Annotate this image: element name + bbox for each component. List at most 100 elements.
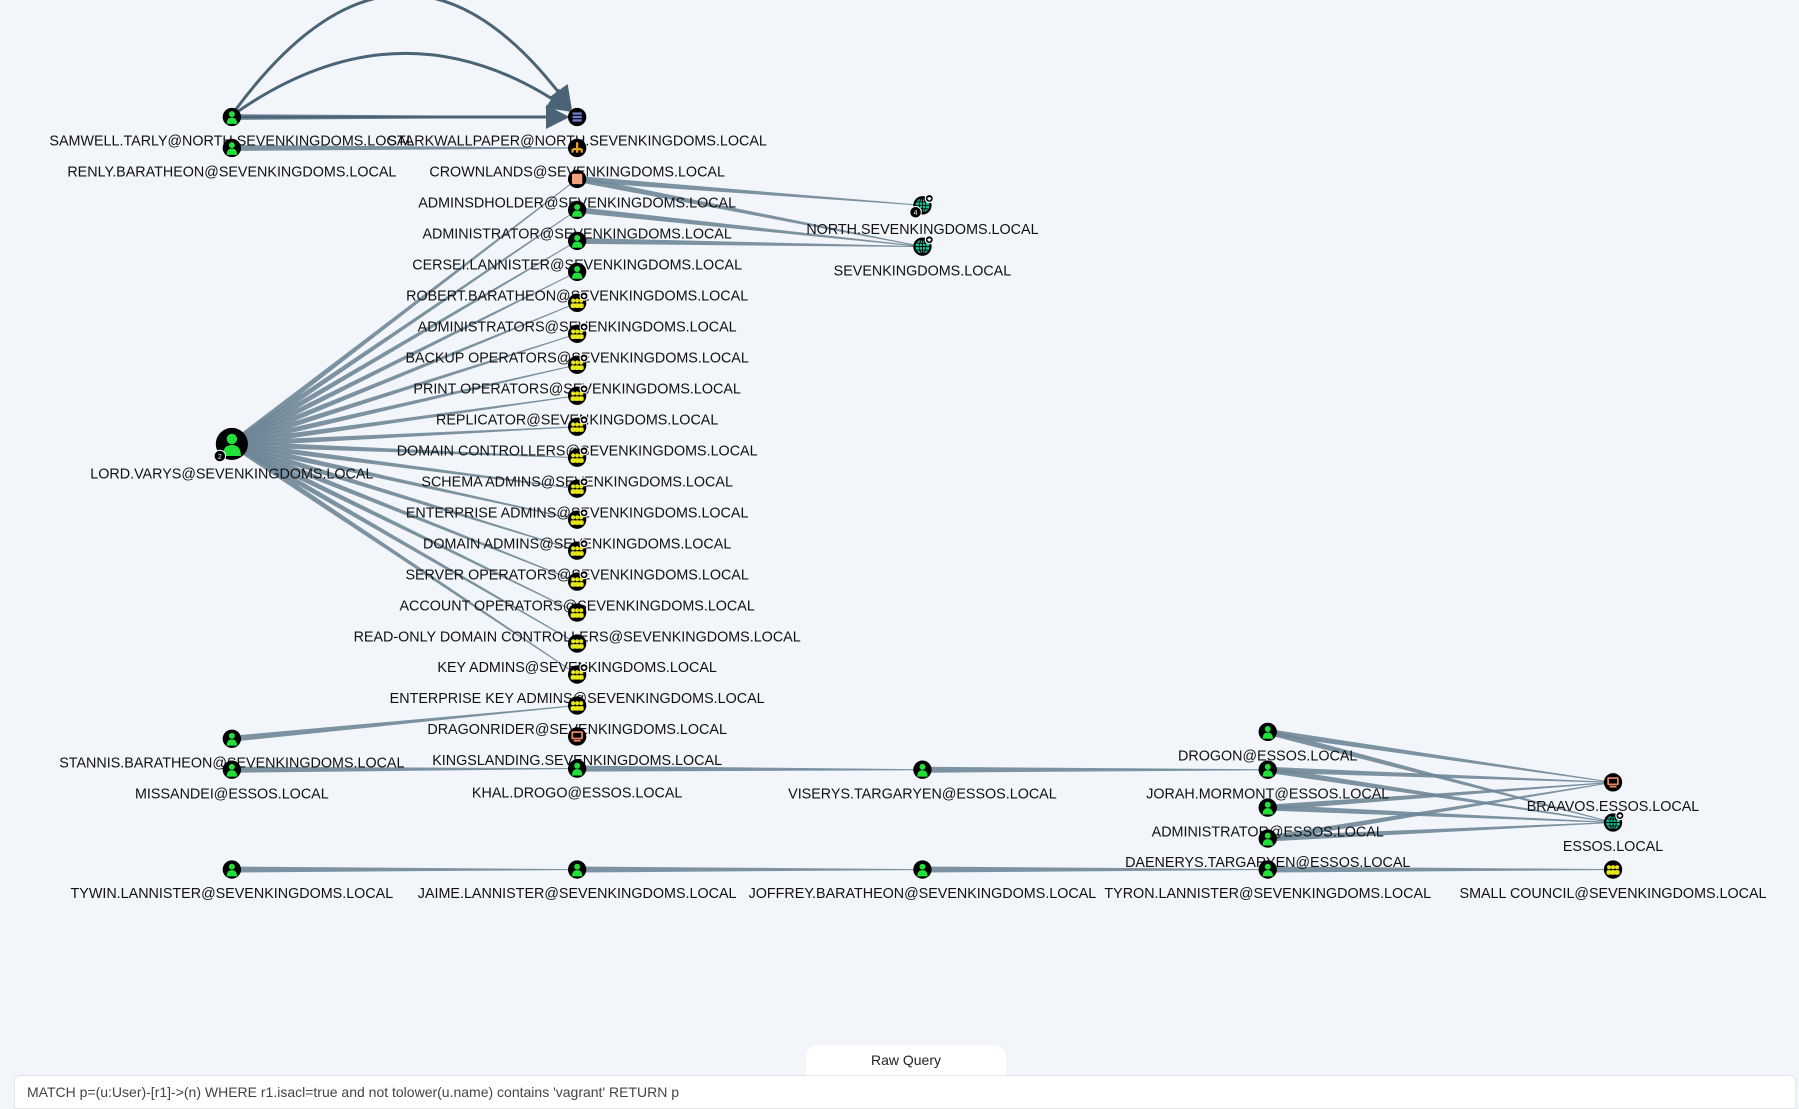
node-label: RENLY.BARATHEON@SEVENKINGDOMS.LOCAL — [67, 165, 396, 181]
edge[interactable] — [231, 364, 578, 447]
edge[interactable] — [230, 441, 578, 583]
edge[interactable] — [230, 441, 578, 613]
node-north[interactable]: 4 NORTH.SEVENKINGDOMS.LOCAL — [806, 193, 1039, 238]
node-badge: 4 — [914, 210, 918, 217]
edge[interactable] — [230, 302, 578, 447]
group-icon — [567, 634, 587, 653]
edge[interactable] — [231, 440, 578, 490]
edge[interactable] — [231, 426, 578, 447]
user-icon — [567, 759, 587, 778]
edge[interactable] — [235, 51, 572, 114]
node-badge: 2 — [218, 454, 222, 461]
edge[interactable] — [230, 333, 578, 447]
node-administrators[interactable]: ADMINISTRATORS@SEVENKINGDOMS.LOCAL — [418, 291, 737, 336]
nodes-layer: SAMWELL.TARLY@NORTH.SEVENKINGDOMS.LOCALR… — [49, 107, 1767, 902]
edge[interactable] — [1267, 728, 1614, 783]
group-icon — [567, 696, 587, 715]
edge[interactable] — [231, 705, 578, 742]
user-icon — [1258, 760, 1277, 779]
edge[interactable] — [1267, 781, 1614, 842]
node-label: JORAH.MORMONT@ESSOS.LOCAL — [1146, 786, 1389, 802]
edge[interactable] — [577, 765, 923, 772]
node-label: JAIME.LANNISTER@SEVENKINGDOMS.LOCAL — [418, 886, 737, 902]
edge[interactable] — [230, 240, 578, 447]
edge[interactable] — [577, 866, 923, 873]
user-icon — [222, 729, 242, 748]
computer-icon — [567, 727, 587, 746]
node-jaime[interactable]: JAIME.LANNISTER@SEVENKINGDOMS.LOCAL — [418, 860, 737, 902]
node-braavos[interactable]: BRAAVOS.ESSOS.LOCAL — [1527, 773, 1700, 815]
edge[interactable] — [922, 766, 1268, 773]
node-tywin[interactable]: TYWIN.LANNISTER@SEVENKINGDOMS.LOCAL — [71, 860, 394, 902]
node-label: ESSOS.LOCAL — [1563, 839, 1663, 855]
user-icon — [567, 262, 587, 282]
group-icon — [567, 603, 587, 622]
user-icon — [567, 860, 587, 879]
node-missandei[interactable]: MISSANDEI@ESSOS.LOCAL — [135, 760, 329, 803]
user-icon — [913, 860, 932, 879]
group-icon — [567, 477, 589, 498]
node-essos[interactable]: ESSOS.LOCAL — [1563, 811, 1663, 856]
edge[interactable] — [230, 441, 578, 552]
user-icon — [1258, 722, 1277, 742]
user-icon — [222, 107, 242, 127]
edge[interactable] — [231, 441, 578, 521]
node-smallcouncil[interactable]: SMALL COUNCIL@SEVENKINGDOMS.LOCAL — [1460, 860, 1767, 902]
gpo-icon — [567, 107, 587, 127]
computer-icon — [1603, 773, 1623, 792]
edge[interactable] — [230, 441, 578, 675]
edge[interactable] — [234, 0, 573, 112]
user-icon: 2 — [213, 427, 248, 463]
node-label: BRAAVOS.ESSOS.LOCAL — [1527, 799, 1700, 815]
edge[interactable] — [1267, 822, 1614, 842]
group-icon — [567, 384, 589, 405]
edge[interactable] — [231, 440, 578, 459]
node-label: SMALL COUNCIL@SEVENKINGDOMS.LOCAL — [1460, 886, 1767, 902]
raw-query-tab[interactable]: Raw Query — [806, 1045, 1006, 1075]
edge[interactable] — [577, 237, 923, 248]
edge[interactable] — [576, 175, 923, 206]
node-tyron[interactable]: TYRON.LANNISTER@SEVENKINGDOMS.LOCAL — [1104, 860, 1431, 902]
user-icon — [1258, 798, 1277, 817]
edges-layer — [230, 0, 1614, 873]
user-icon — [1258, 860, 1277, 879]
edge[interactable] — [576, 206, 923, 248]
node-drogon[interactable]: DROGON@ESSOS.LOCAL — [1178, 722, 1357, 765]
edge[interactable] — [230, 271, 578, 447]
user-icon — [567, 231, 587, 251]
raw-query-input[interactable]: MATCH p=(u:User)-[r1]->(n) WHERE r1.isac… — [14, 1075, 1796, 1109]
node-renly[interactable]: RENLY.BARATHEON@SEVENKINGDOMS.LOCAL — [67, 138, 396, 181]
ou-icon — [567, 138, 587, 158]
container-icon — [567, 169, 587, 189]
user-icon — [222, 760, 242, 779]
edge[interactable] — [1267, 766, 1614, 783]
node-joffrey[interactable]: JOFFREY.BARATHEON@SEVENKINGDOMS.LOCAL — [749, 860, 1097, 902]
node-label: NORTH.SEVENKINGDOMS.LOCAL — [806, 222, 1038, 238]
node-label: JOFFREY.BARATHEON@SEVENKINGDOMS.LOCAL — [749, 886, 1097, 902]
edge[interactable] — [230, 178, 578, 447]
node-varys[interactable]: 2 LORD.VARYS@SEVENKINGDOMS.LOCAL — [90, 427, 373, 482]
group-icon — [567, 663, 589, 684]
edge[interactable] — [231, 395, 578, 447]
node-khaldrogo[interactable]: KHAL.DROGO@ESSOS.LOCAL — [472, 759, 682, 801]
edge[interactable] — [230, 441, 578, 644]
node-viserys[interactable]: VISERYS.TARGARYEN@ESSOS.LOCAL — [788, 760, 1057, 803]
edge[interactable] — [231, 144, 578, 151]
group-icon — [567, 291, 589, 313]
edge[interactable] — [1267, 804, 1614, 823]
edge[interactable] — [1267, 866, 1614, 873]
node-label: MISSANDEI@ESSOS.LOCAL — [135, 786, 329, 802]
node-label: LORD.VARYS@SEVENKINGDOMS.LOCAL — [90, 466, 373, 482]
edge[interactable] — [576, 176, 923, 248]
edge[interactable] — [230, 209, 578, 447]
node-jorah[interactable]: JORAH.MORMONT@ESSOS.LOCAL — [1146, 760, 1389, 803]
group-icon — [567, 322, 589, 343]
edge[interactable] — [231, 866, 578, 873]
node-sevenkingdoms[interactable]: SEVENKINGDOMS.LOCAL — [834, 235, 1012, 280]
domain-icon — [913, 235, 934, 256]
edge[interactable] — [1267, 781, 1614, 811]
edge[interactable] — [231, 766, 578, 773]
node-label: VISERYS.TARGARYEN@ESSOS.LOCAL — [788, 786, 1057, 802]
edge[interactable] — [922, 866, 1268, 873]
